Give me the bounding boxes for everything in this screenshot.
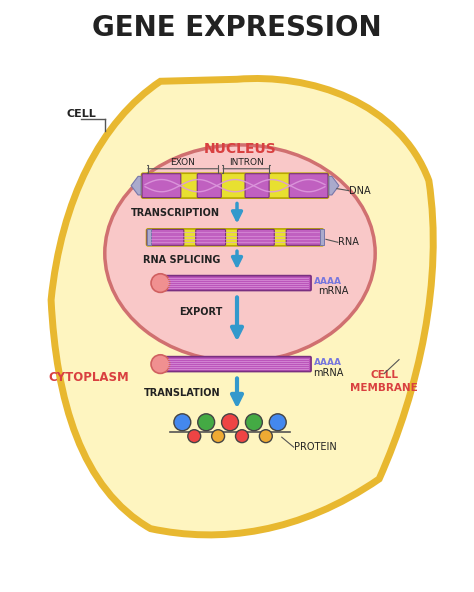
FancyBboxPatch shape [245,173,269,198]
Text: CYTOPLASM: CYTOPLASM [48,371,129,384]
Text: mRNA: mRNA [313,368,344,378]
Circle shape [198,414,215,431]
Text: INTRON: INTRON [228,158,264,168]
Circle shape [259,430,272,443]
Circle shape [151,355,170,374]
Text: AAAA: AAAA [314,276,342,285]
Circle shape [174,414,191,431]
FancyBboxPatch shape [147,229,184,245]
Circle shape [269,414,286,431]
FancyBboxPatch shape [289,173,328,198]
Text: EXON: EXON [170,158,195,168]
Text: AAAA: AAAA [314,358,342,366]
Text: TRANSLATION: TRANSLATION [144,388,220,398]
FancyArrow shape [329,176,339,195]
Text: DNA: DNA [349,186,371,195]
Text: EXPORT: EXPORT [179,307,222,317]
Bar [147,229,151,245]
Text: CELL
MEMBRANE: CELL MEMBRANE [350,371,418,392]
Text: PROTEIN: PROTEIN [294,442,337,452]
Text: RNA SPLICING: RNA SPLICING [143,255,220,265]
Circle shape [246,414,262,431]
Circle shape [236,430,248,443]
Circle shape [188,430,201,443]
Text: GENE EXPRESSION: GENE EXPRESSION [92,14,382,41]
Text: TRANSCRIPTION: TRANSCRIPTION [131,208,220,218]
FancyArrow shape [131,176,141,195]
Text: NUCLEUS: NUCLEUS [204,142,276,156]
Text: CELL: CELL [66,109,96,119]
FancyBboxPatch shape [286,229,323,245]
FancyBboxPatch shape [142,173,328,198]
Text: RNA: RNA [338,237,359,247]
Circle shape [221,414,238,431]
FancyBboxPatch shape [237,229,274,245]
Text: mRNA: mRNA [318,286,348,296]
Circle shape [151,274,170,292]
FancyBboxPatch shape [146,229,323,246]
FancyBboxPatch shape [196,229,226,245]
FancyBboxPatch shape [165,276,311,291]
PathPatch shape [51,79,433,535]
Bar [320,229,324,245]
Ellipse shape [105,145,375,362]
FancyBboxPatch shape [197,173,221,198]
FancyBboxPatch shape [165,356,311,372]
Circle shape [212,430,225,443]
FancyBboxPatch shape [142,173,181,198]
